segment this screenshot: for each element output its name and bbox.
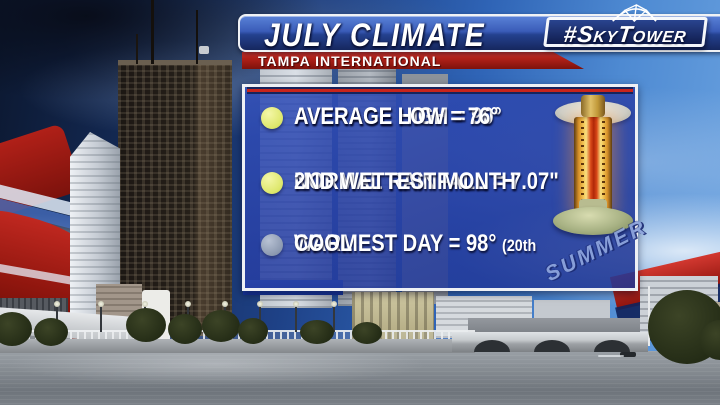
stat-average-temps: AVERAGE HIGH = 90° AVERAGE LOW = 76° (261, 104, 502, 130)
lamp-post (331, 301, 337, 332)
antenna (151, 0, 154, 64)
stat-warmest-day: WARMEST DAY = 98° (20th COOL (261, 231, 536, 257)
page-title: JULY CLIMATE (264, 17, 486, 53)
stat-line-main: WARMEST DAY = 98° (294, 230, 497, 257)
radar-dome-icon (612, 4, 657, 22)
stat-line: 2ND WETTEST MONTH (294, 168, 516, 195)
bullet-dot-icon (261, 172, 283, 194)
bridge-arch (474, 340, 510, 352)
bullet-dot-icon (261, 234, 283, 256)
antenna (136, 34, 138, 64)
location-label: TAMPA INTERNATIONAL (258, 53, 442, 69)
stat-line: AVERAGE HIGH = 90° (294, 103, 502, 130)
climate-panel: AVERAGE HIGH = 90° AVERAGE LOW = 76° NOR… (242, 84, 651, 291)
thermometer-base (553, 207, 633, 235)
tree (202, 310, 240, 342)
tree (168, 314, 202, 344)
thermometer-ticks (581, 121, 584, 209)
antenna (196, 10, 198, 64)
bridge-arch (594, 340, 630, 352)
bridge-arch (534, 340, 570, 352)
bullet-dot-icon (261, 107, 283, 129)
boat (620, 352, 636, 357)
panel-red-accent (247, 89, 633, 92)
thermometer-ticks (602, 121, 605, 209)
lamp-post (98, 301, 104, 332)
bridge (452, 332, 648, 352)
thermometer-cap (581, 95, 605, 117)
tree (34, 318, 68, 346)
tree (0, 312, 32, 346)
brand-label: #SkyTower (561, 21, 689, 47)
tree (300, 320, 334, 344)
brand-logo: #SkyTower (542, 4, 708, 47)
stat-line: AVERAGE LOW = 76° (294, 103, 499, 130)
thermometer-tube (574, 117, 612, 213)
stat-line: COOL (294, 230, 353, 257)
stat-line-suffix: (20th (502, 236, 537, 255)
stat-rainfall: NORMAL RAINFALL = 7.07" 2ND WETTEST MONT… (261, 169, 559, 195)
header-bar: JULY CLIMATE #SkyTower (238, 4, 720, 53)
stat-line: NORMAL RAINFALL = 7.07" (294, 168, 559, 195)
tree (238, 318, 268, 344)
stat-line: WARMEST DAY = 98° (20th (294, 231, 536, 259)
river-water (0, 351, 720, 405)
location-bar: TAMPA INTERNATIONAL (242, 52, 584, 69)
tree (352, 322, 382, 344)
thermometer-graphic (553, 93, 637, 243)
boat-wake (598, 355, 624, 357)
tree (126, 308, 166, 342)
rooftop-equipment (199, 46, 209, 54)
tree (700, 320, 720, 360)
lamp-post (293, 301, 299, 332)
riverwalk (0, 339, 475, 353)
